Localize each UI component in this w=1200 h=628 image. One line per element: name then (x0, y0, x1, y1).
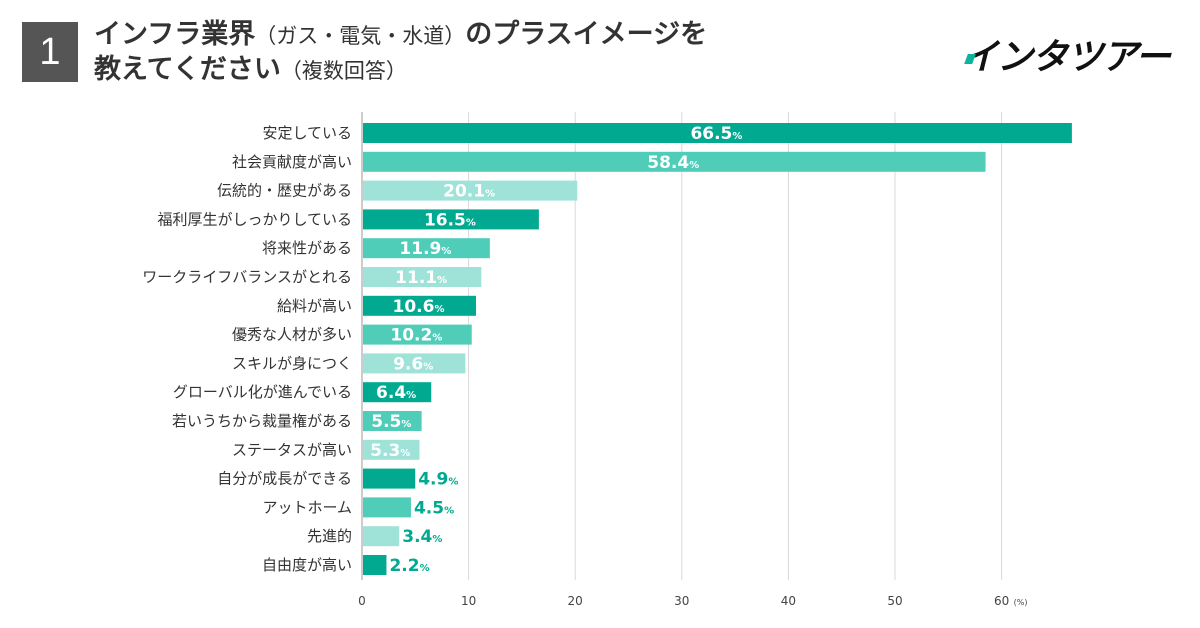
intatour-logo: インタツアー (962, 28, 1172, 78)
data-label: 5.3% (370, 441, 410, 461)
data-label: 58.4% (647, 153, 699, 173)
bar (363, 180, 578, 201)
x-tick-label-60: 60 (994, 594, 1009, 608)
data-label: 3.4% (402, 527, 442, 547)
bar (363, 555, 387, 575)
title-paren-1: （ガス・電気・水道） (255, 24, 466, 48)
data-label: 4.5% (414, 498, 454, 518)
category-label: 伝統的・歴史がある (217, 182, 352, 200)
category-label: 安定している (262, 124, 352, 142)
category-label: ステータスが高い (232, 441, 352, 459)
category-label: ワークライフバランスがとれる (142, 268, 352, 286)
category-label: 自由度が高い (262, 556, 352, 574)
category-label: 先進的 (307, 527, 352, 545)
category-label: 優秀な人材が多い (232, 326, 352, 344)
category-label: 若いうちから裁量権がある (172, 412, 352, 430)
category-label: スキルが身につく (232, 354, 352, 372)
chart-title: インフラ業界（ガス・電気・水道）のプラスイメージを 教えてください（複数回答） (94, 18, 707, 88)
bar (363, 295, 476, 316)
bar (363, 468, 416, 489)
data-label: 6.4% (376, 383, 416, 403)
bar (363, 497, 411, 518)
category-label: アットホーム (262, 498, 352, 516)
data-label: 11.9% (399, 239, 451, 259)
title-paren-2: （複数回答） (280, 59, 407, 83)
title-main-2: 教えてください (94, 54, 281, 85)
bar (363, 411, 422, 431)
data-label: 20.1% (443, 182, 495, 202)
title-line-2: 教えてください（複数回答） (94, 53, 707, 88)
bar (363, 439, 420, 460)
bar (363, 526, 400, 547)
category-label: グローバル化が進んでいる (173, 383, 352, 401)
data-label: 4.9% (418, 470, 458, 490)
data-label: 2.2% (389, 556, 429, 576)
data-label: 10.6% (393, 297, 445, 317)
bar (363, 382, 432, 403)
title-main-1: インフラ業界 (94, 19, 256, 50)
data-label: 66.5% (690, 124, 742, 144)
question-number-badge: 1 (22, 22, 78, 82)
category-label: 自分が成長ができる (217, 470, 352, 488)
title-rest-1: のプラスイメージを (465, 19, 708, 50)
category-label: 社会貢献度が高い (232, 153, 352, 171)
data-label: 11.1% (395, 268, 447, 288)
x-tick-label-10: 10 (461, 594, 476, 608)
bar (363, 209, 539, 230)
x-tick-label-40: 40 (781, 594, 796, 608)
bar (363, 353, 466, 374)
bar (363, 151, 986, 172)
x-tick-label-50: 50 (887, 594, 902, 608)
data-label: 10.2% (390, 326, 442, 346)
x-tick-label-20: 20 (568, 594, 583, 608)
x-axis-unit: (%) (1014, 598, 1028, 607)
category-label: 将来性がある (262, 239, 352, 257)
bar (363, 267, 482, 287)
category-label: 給料が高い (277, 297, 352, 315)
data-label: 16.5% (424, 210, 476, 230)
bar (363, 123, 1072, 143)
logo-text: インタツアー (962, 37, 1171, 78)
bar (363, 238, 490, 259)
data-label: 5.5% (371, 412, 411, 432)
title-line-1: インフラ業界（ガス・電気・水道）のプラスイメージを (94, 18, 707, 53)
x-tick-label-30: 30 (674, 594, 689, 608)
bar (363, 324, 472, 345)
data-label: 9.6% (393, 354, 433, 374)
x-tick-label-0: 0 (358, 594, 366, 608)
category-label: 福利厚生がしっかりしている (157, 210, 352, 228)
